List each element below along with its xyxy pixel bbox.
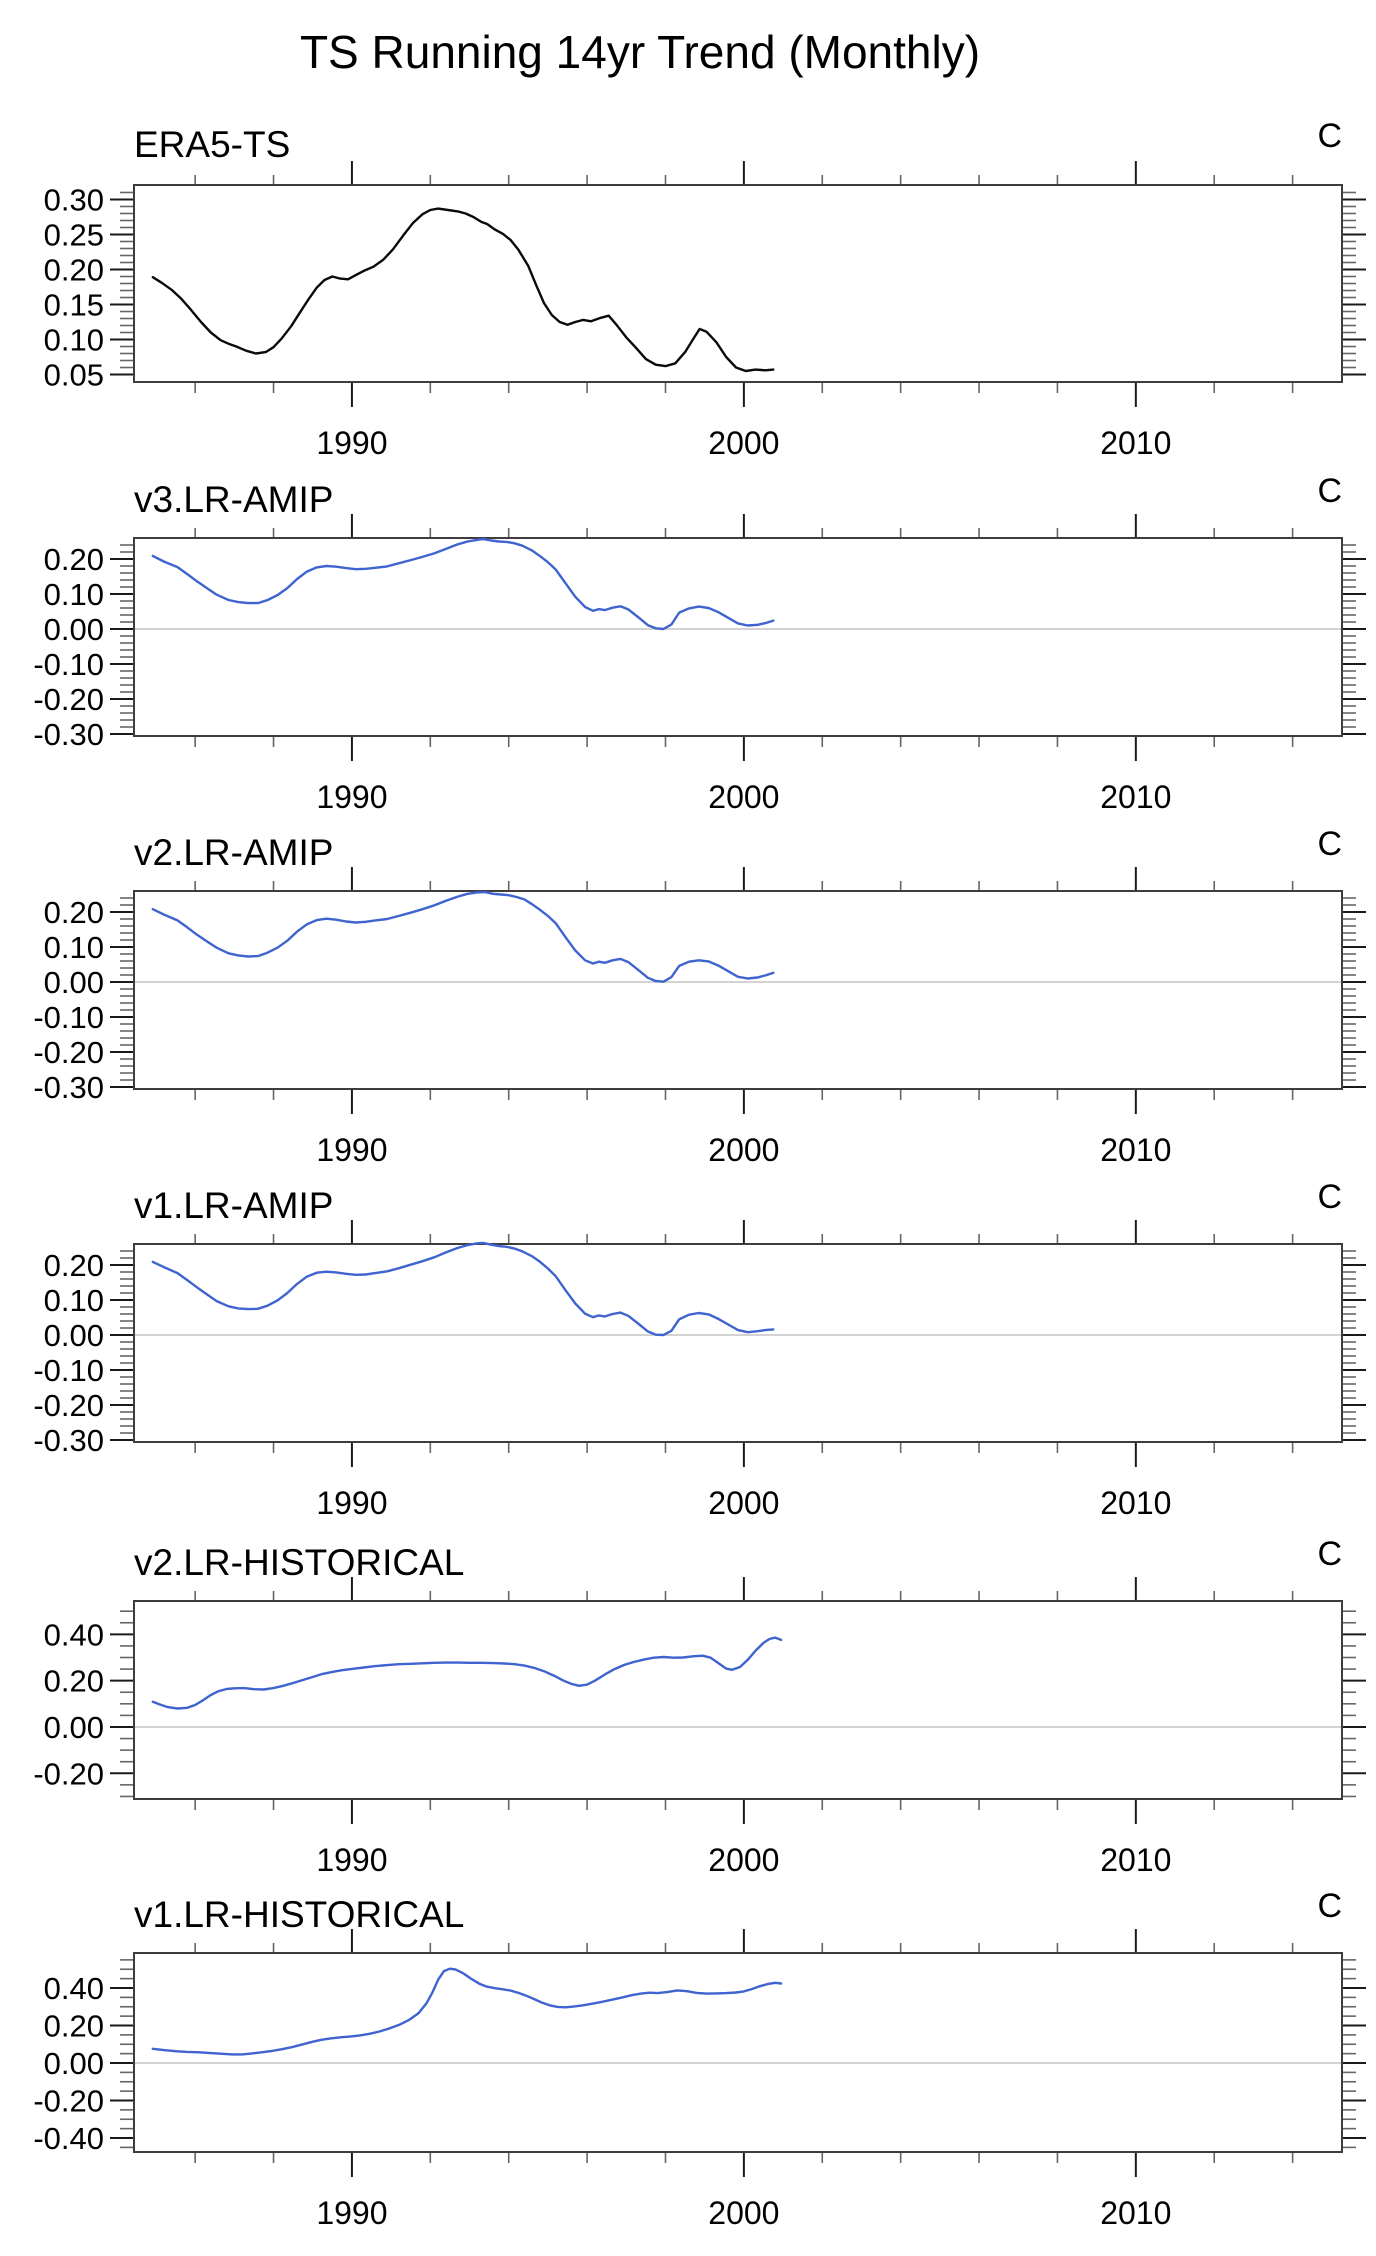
y-tick-label: 0.10 — [44, 577, 104, 612]
y-tick-label: 0.00 — [44, 965, 104, 1000]
x-tick-label: 2010 — [1100, 2195, 1171, 2231]
y-tick-label: -0.20 — [33, 1388, 104, 1423]
panel-title-v1lr-historical: v1.LR-HISTORICAL — [134, 1894, 465, 1935]
y-tick-label: -0.20 — [33, 682, 104, 717]
trend-line — [151, 1636, 783, 1710]
x-tick-label: 2000 — [708, 425, 779, 461]
y-tick-label: -0.20 — [33, 2084, 104, 2119]
units-label-v2lr-historical: C — [1317, 1535, 1342, 1573]
panel-v1-lr-amip: 1990 2000 2010 0.200.100.00-0.10-0.20-0.30 — [33, 1220, 1366, 1521]
units-label-era5-ts: C — [1317, 117, 1342, 155]
y-tick-label: -0.20 — [33, 1756, 104, 1791]
x-tick-label: 2000 — [708, 2195, 779, 2231]
plot-frame — [133, 537, 1343, 737]
y-tick-label: -0.30 — [33, 1423, 104, 1458]
y-tick-label: -0.20 — [33, 1035, 104, 1070]
x-tick-label: 1990 — [316, 1132, 387, 1168]
y-tick-label: 0.00 — [44, 1318, 104, 1353]
panel-v2-lr-amip: 1990 2000 2010 0.200.100.00-0.10-0.20-0.30 — [33, 867, 1366, 1168]
x-tick-label: 2010 — [1100, 425, 1171, 461]
trend-line — [151, 1967, 783, 2056]
trend-line — [151, 890, 775, 983]
plot-frame — [133, 1243, 1343, 1443]
x-tick-label: 2010 — [1100, 1485, 1171, 1521]
y-tick-label: 0.30 — [44, 182, 104, 217]
x-tick-label: 1990 — [316, 2195, 387, 2231]
y-tick-label: 0.15 — [44, 288, 104, 323]
panel-title-v2lr-amip: v2.LR-AMIP — [134, 832, 334, 873]
y-tick-label: -0.30 — [33, 1070, 104, 1105]
x-tick-label: 2010 — [1100, 779, 1171, 815]
y-tick-label: 0.20 — [44, 1664, 104, 1699]
plot-frame — [133, 184, 1343, 383]
y-tick-label: -0.10 — [33, 1000, 104, 1035]
y-tick-label: 0.10 — [44, 323, 104, 358]
y-tick-label: 0.20 — [44, 542, 104, 577]
y-tick-label: 0.20 — [44, 2009, 104, 2044]
y-tick-label: -0.30 — [33, 717, 104, 752]
panel-v2-lr-historical: 1990 2000 2010 0.40 0.20 0.00 -0.20 — [33, 1577, 1366, 1878]
units-label-v1lr-amip: C — [1317, 1178, 1342, 1216]
x-tick-label: 2010 — [1100, 1842, 1171, 1878]
y-tick-label: 0.00 — [44, 2046, 104, 2081]
panel-era5-ts: 1990 2000 2010 0.300.250.200.150.100.05 — [44, 161, 1366, 461]
y-tick-label: -0.10 — [33, 647, 104, 682]
plot-frame — [133, 1600, 1343, 1800]
x-tick-label: 1990 — [316, 425, 387, 461]
y-tick-label: 0.20 — [44, 252, 104, 287]
panel-v1-lr-historical: 1990 2000 2010 0.400.200.00-0.20-0.40 — [33, 1929, 1366, 2231]
x-tick-label: 1990 — [316, 779, 387, 815]
y-tick-label: -0.40 — [33, 2121, 104, 2156]
y-tick-label: 0.40 — [44, 1971, 104, 2006]
y-tick-label: 0.40 — [44, 1617, 104, 1652]
y-tick-label: 0.10 — [44, 930, 104, 965]
x-tick-label: 1990 — [316, 1485, 387, 1521]
panel-title-v1lr-amip: v1.LR-AMIP — [134, 1185, 334, 1226]
x-tick-label: 2000 — [708, 1485, 779, 1521]
figure-title: TS Running 14yr Trend (Monthly) — [299, 26, 981, 78]
units-label-v2lr-amip: C — [1317, 825, 1342, 863]
y-tick-label: -0.10 — [33, 1353, 104, 1388]
panel-title-v3lr-amip: v3.LR-AMIP — [134, 479, 334, 520]
panel-title-v2lr-historical: v2.LR-HISTORICAL — [134, 1542, 465, 1583]
plot-frame — [133, 890, 1343, 1090]
panel-title-era5-ts: ERA5-TS — [134, 124, 291, 165]
y-tick-label: 0.10 — [44, 1283, 104, 1318]
y-tick-label: 0.05 — [44, 358, 104, 393]
y-tick-label: 0.00 — [44, 612, 104, 647]
x-tick-label: 1990 — [316, 1842, 387, 1878]
trend-line — [151, 1241, 775, 1337]
y-tick-label: 0.20 — [44, 1248, 104, 1283]
x-tick-label: 2000 — [708, 1842, 779, 1878]
y-tick-label: 0.20 — [44, 895, 104, 930]
x-tick-label: 2000 — [708, 779, 779, 815]
trend-line — [151, 207, 775, 373]
y-tick-label: 0.25 — [44, 217, 104, 252]
y-tick-label: 0.00 — [44, 1710, 104, 1745]
trend-line — [151, 537, 775, 631]
x-tick-label: 2000 — [708, 1132, 779, 1168]
plot-frame — [133, 1952, 1343, 2153]
units-label-v1lr-historical: C — [1317, 1887, 1342, 1925]
units-label-v3lr-amip: C — [1317, 472, 1342, 510]
panel-v3-lr-amip: 1990 2000 2010 0.200.100.00-0.10-0.20-0.30 — [33, 514, 1366, 815]
x-tick-label: 2010 — [1100, 1132, 1171, 1168]
